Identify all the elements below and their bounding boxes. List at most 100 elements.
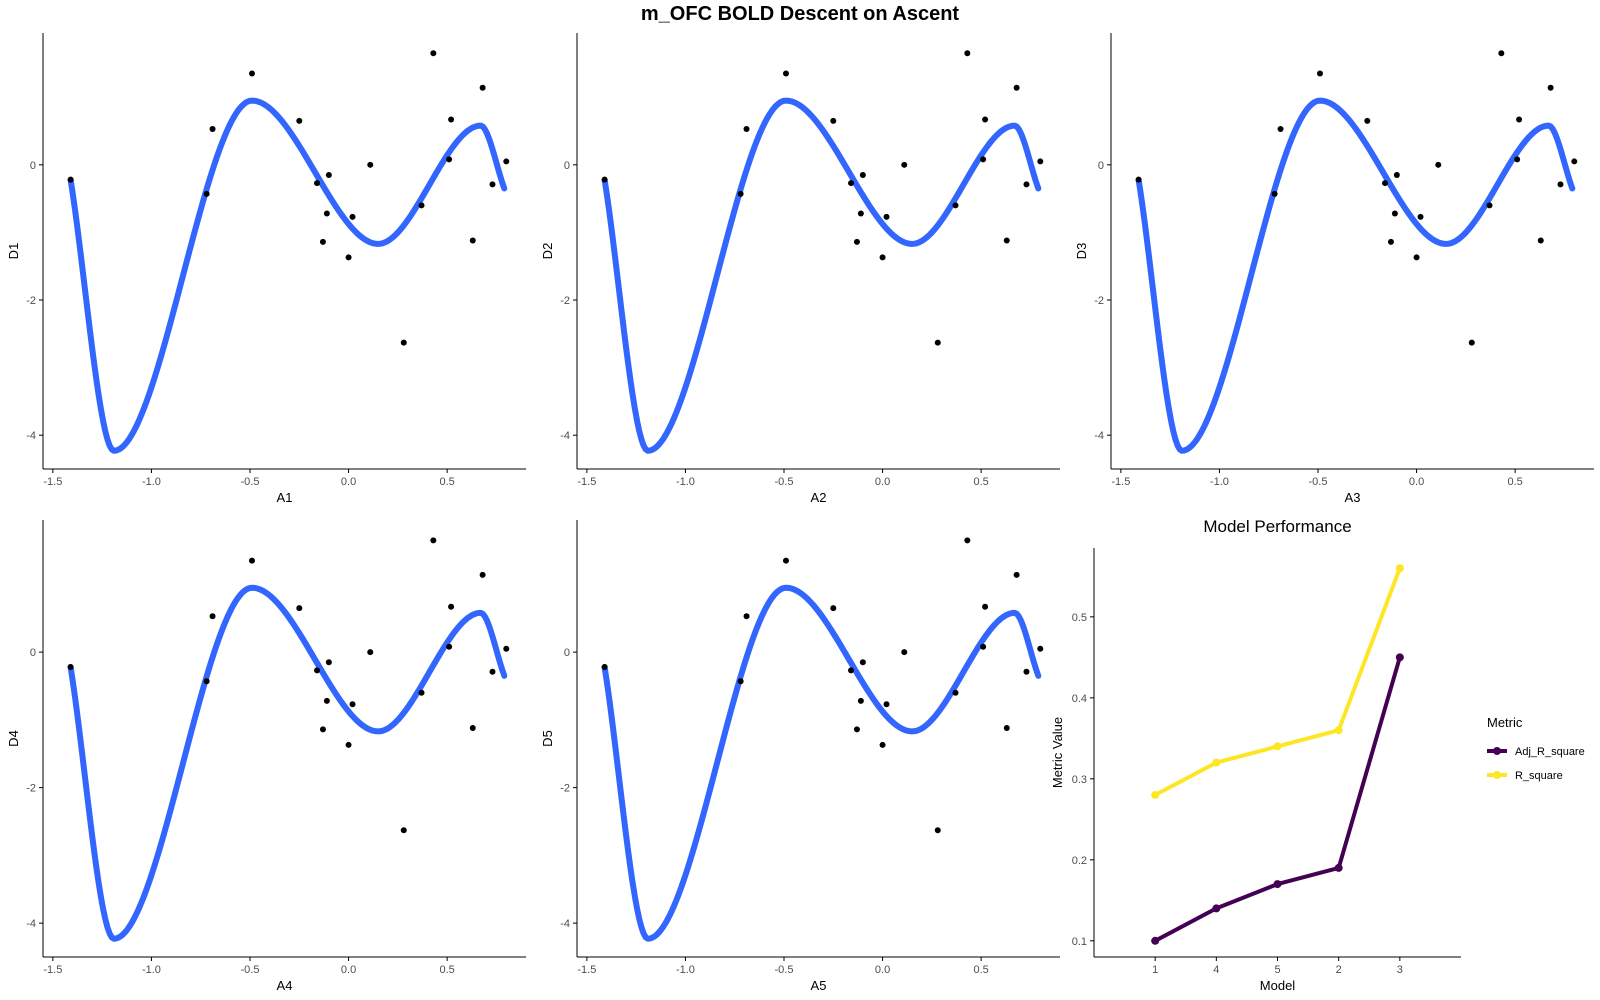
y-tick-label: 0.4 <box>1072 693 1087 705</box>
data-point <box>448 603 455 610</box>
data-point <box>934 339 941 346</box>
y-tick-label: 0.5 <box>1072 612 1087 624</box>
y-tick-label: -2 <box>26 783 36 795</box>
x-tick-label: -0.5 <box>775 964 794 976</box>
data-point <box>848 667 855 674</box>
data-point <box>296 117 303 124</box>
y-tick-label: -4 <box>1094 430 1104 442</box>
data-point <box>1557 181 1564 188</box>
data-point <box>446 156 453 163</box>
x-axis-title: A1 <box>277 490 293 505</box>
y-axis-title: Metric Value <box>1050 717 1065 788</box>
x-axis-title: A2 <box>811 490 827 505</box>
legend-key-point <box>1493 771 1501 779</box>
series-point <box>1273 880 1282 889</box>
x-tick-label: -1.5 <box>43 476 62 488</box>
data-point <box>879 254 886 261</box>
x-tick-label: 0.5 <box>973 964 988 976</box>
data-point <box>1023 668 1030 675</box>
data-point <box>203 190 210 197</box>
data-point <box>314 180 321 187</box>
data-point <box>782 70 789 77</box>
data-point <box>1393 171 1400 178</box>
data-point <box>1514 156 1521 163</box>
x-tick-label: -0.5 <box>775 476 794 488</box>
data-point <box>982 116 989 123</box>
data-point <box>67 664 74 671</box>
series-line-r-square <box>1154 567 1402 797</box>
data-point <box>67 176 74 183</box>
fit-curve <box>601 97 1042 454</box>
fit-curve <box>601 584 1042 942</box>
data-point <box>323 210 330 217</box>
data-point <box>400 339 407 346</box>
x-tick-label: 0.0 <box>341 476 356 488</box>
data-point <box>1468 339 1475 346</box>
data-point <box>743 125 750 132</box>
data-point <box>1013 84 1020 91</box>
data-point <box>479 571 486 578</box>
series-point <box>1395 653 1404 662</box>
model-performance-panel: Model Performance 1 4 5 2 3 0.1 0.2 0.3 0.4 0.5 Mod… <box>1050 517 1585 993</box>
y-tick-label: 0.2 <box>1072 855 1087 867</box>
data-point <box>1387 238 1394 245</box>
x-tick-label: -1.0 <box>676 476 695 488</box>
data-point <box>848 180 855 187</box>
scatter-panel-1: -1.5 -1.0 -0.5 0.0 0.5 -4 -2 0 A1 D1 <box>6 33 526 505</box>
data-point <box>883 701 890 708</box>
series-point <box>1212 758 1221 767</box>
fit-curve <box>67 584 508 942</box>
x-tick-label: -1.0 <box>142 964 161 976</box>
y-tick-label: -2 <box>26 295 36 307</box>
data-point <box>469 724 476 731</box>
y-tick-label: 0 <box>30 160 36 172</box>
data-point <box>1364 117 1371 124</box>
data-point <box>469 237 476 244</box>
x-tick-label: 0.5 <box>439 476 454 488</box>
y-tick-label: -2 <box>560 783 570 795</box>
data-point <box>489 668 496 675</box>
data-point <box>952 689 959 696</box>
series-point <box>1334 726 1343 735</box>
data-point <box>737 678 744 685</box>
data-point <box>901 649 908 656</box>
data-point <box>1277 125 1284 132</box>
data-point <box>1486 202 1493 209</box>
data-point <box>1271 190 1278 197</box>
data-point <box>325 171 332 178</box>
x-tick-label: 0.5 <box>439 964 454 976</box>
x-tick-label: -0.5 <box>241 476 260 488</box>
y-axis-title: D4 <box>6 730 21 747</box>
y-tick-label: 0 <box>1098 160 1104 172</box>
data-point <box>857 697 864 704</box>
legend-label: R_square <box>1515 770 1563 782</box>
legend-key-point <box>1493 747 1501 755</box>
data-point <box>446 643 453 650</box>
data-point <box>883 213 890 220</box>
data-point <box>980 156 987 163</box>
data-point <box>314 667 321 674</box>
data-point <box>1316 70 1323 77</box>
x-tick-label: -0.5 <box>241 964 260 976</box>
data-point <box>345 741 352 748</box>
data-point <box>830 117 837 124</box>
data-point <box>952 202 959 209</box>
data-point <box>853 238 860 245</box>
y-tick-label: -4 <box>560 430 570 442</box>
scatter-panel-5: -1.5 -1.0 -0.5 0.0 0.5 -4 -2 0 A5 D5 <box>540 520 1060 993</box>
data-point <box>296 605 303 612</box>
y-tick-label: 0.3 <box>1072 774 1087 786</box>
data-point <box>349 213 356 220</box>
fit-curve <box>67 97 508 454</box>
x-tick-label: 0.5 <box>973 476 988 488</box>
data-point <box>1391 210 1398 217</box>
data-point <box>367 161 374 168</box>
data-point <box>203 678 210 685</box>
data-point <box>503 645 510 652</box>
y-axis-title: D3 <box>1074 243 1089 260</box>
data-point <box>743 613 750 620</box>
data-point <box>1382 180 1389 187</box>
series-point <box>1212 904 1221 913</box>
series-point <box>1151 936 1160 945</box>
